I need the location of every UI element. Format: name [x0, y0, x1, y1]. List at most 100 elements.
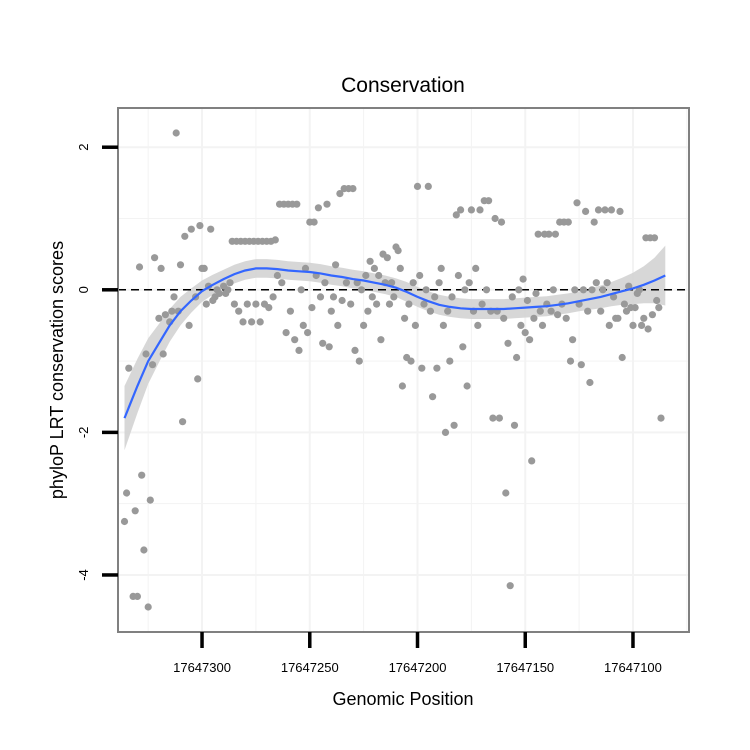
- data-point: [573, 199, 581, 207]
- data-point: [441, 428, 450, 436]
- data-point: [657, 414, 665, 422]
- data-point: [515, 286, 523, 294]
- data-point: [513, 353, 521, 362]
- data-point: [269, 293, 277, 301]
- data-point: [424, 182, 432, 190]
- data-point: [133, 592, 141, 601]
- data-point: [409, 279, 417, 287]
- data-point: [446, 357, 454, 365]
- data-point: [467, 206, 475, 214]
- data-point: [504, 339, 512, 347]
- data-point: [135, 263, 144, 271]
- confidence-band: [124, 245, 666, 451]
- data-point: [170, 293, 178, 301]
- data-point: [450, 421, 458, 429]
- data-point: [413, 182, 422, 190]
- data-point: [640, 314, 648, 322]
- data-point: [398, 382, 406, 390]
- data-point: [521, 329, 529, 337]
- data-point: [564, 218, 572, 226]
- data-point: [439, 321, 447, 329]
- data-point: [181, 232, 189, 240]
- data-point: [534, 230, 542, 238]
- data-point: [155, 314, 163, 322]
- data-point: [375, 271, 383, 280]
- data-point: [120, 517, 129, 526]
- data-point: [463, 382, 471, 390]
- data-point: [489, 414, 497, 422]
- data-point: [433, 364, 441, 372]
- data-point: [357, 286, 366, 294]
- data-point: [194, 375, 202, 383]
- data-point: [282, 329, 290, 337]
- data-point: [601, 206, 609, 214]
- data-point: [235, 307, 243, 315]
- data-point: [278, 279, 286, 287]
- data-point: [140, 546, 148, 554]
- data-point: [151, 254, 159, 262]
- data-point: [243, 300, 251, 308]
- data-point: [655, 304, 663, 312]
- data-point: [349, 185, 357, 193]
- data-point: [157, 264, 165, 272]
- data-point: [159, 350, 167, 358]
- data-point: [256, 318, 264, 326]
- data-point: [200, 264, 208, 272]
- data-point: [377, 336, 385, 344]
- data-point: [506, 582, 514, 590]
- data-point: [418, 364, 426, 372]
- data-point: [597, 307, 605, 315]
- data-point: [607, 206, 616, 214]
- x-tick-label: 17647150: [496, 660, 554, 675]
- data-point: [547, 307, 555, 315]
- data-point: [644, 325, 652, 333]
- data-point: [362, 271, 370, 280]
- y-tick-label: 2: [76, 144, 91, 151]
- data-point: [631, 304, 639, 312]
- data-point: [336, 190, 344, 198]
- data-point: [299, 321, 307, 329]
- data-point: [394, 247, 402, 255]
- data-point: [435, 279, 443, 287]
- data-point: [416, 271, 424, 280]
- data-point: [526, 336, 534, 344]
- data-point: [616, 207, 624, 215]
- data-point: [351, 346, 359, 354]
- data-point: [461, 286, 469, 294]
- data-point: [650, 234, 659, 242]
- data-point: [168, 307, 176, 315]
- y-axis-title: phyloP LRT conservation scores: [47, 241, 67, 499]
- y-tick-label: -4: [76, 569, 91, 581]
- data-point: [207, 225, 215, 233]
- data-point: [301, 264, 310, 272]
- data-point: [273, 271, 281, 280]
- data-point: [405, 300, 413, 308]
- data-point: [482, 286, 491, 294]
- data-point: [304, 329, 312, 337]
- data-point: [491, 214, 499, 223]
- data-point: [332, 261, 340, 269]
- data-point: [323, 200, 331, 208]
- data-point: [426, 307, 434, 315]
- data-point: [148, 361, 157, 369]
- data-point: [252, 300, 260, 308]
- data-point: [325, 343, 333, 351]
- data-point: [528, 457, 536, 465]
- x-tick-label: 17647200: [389, 660, 447, 675]
- data-point: [226, 279, 234, 287]
- data-point: [554, 311, 562, 319]
- data-point: [519, 275, 527, 283]
- data-point: [138, 471, 146, 479]
- data-point: [420, 300, 428, 308]
- data-point: [385, 300, 394, 308]
- data-point: [196, 222, 204, 230]
- y-tick-label: -2: [76, 427, 91, 439]
- data-point: [338, 296, 346, 305]
- data-point: [187, 225, 195, 233]
- data-point: [327, 307, 335, 315]
- data-point: [176, 261, 185, 269]
- data-point: [584, 307, 592, 315]
- y-axis: 2 0 -2 -4: [76, 144, 118, 581]
- panel-grid: [118, 108, 689, 632]
